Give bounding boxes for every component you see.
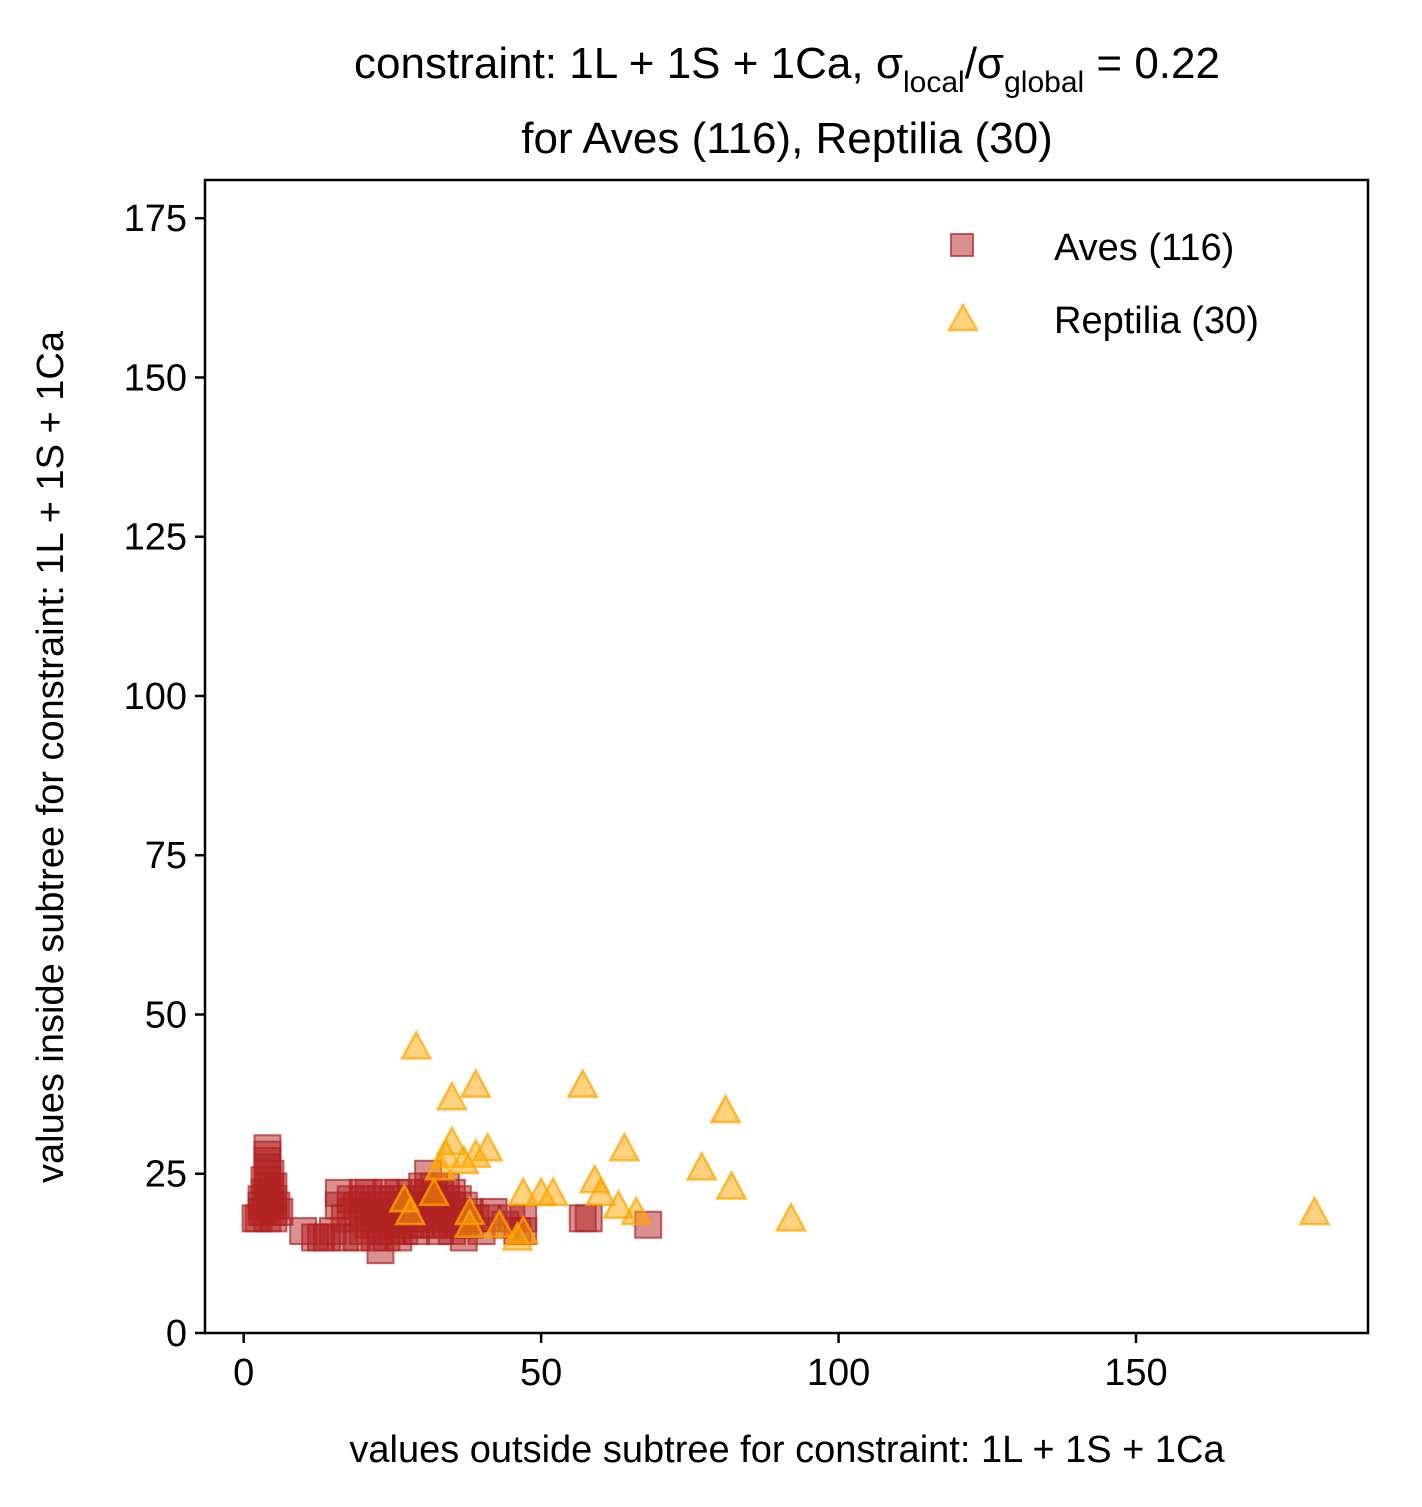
- reptilia-point: [566, 1067, 599, 1098]
- reptilia-point: [584, 1176, 617, 1207]
- aves-point: [574, 1204, 603, 1233]
- aves-point: [265, 1197, 294, 1226]
- reptilia-point: [459, 1067, 492, 1098]
- title-subscript-local: local: [903, 66, 965, 99]
- reptilia-point: [715, 1169, 748, 1200]
- chart-title: constraint: 1L + 1S + 1Ca, σlocal/σgloba…: [354, 39, 1220, 163]
- y-tick-label: 25: [145, 1154, 187, 1196]
- reptilia-point: [608, 1131, 641, 1162]
- title-slash: /σ: [965, 39, 1004, 88]
- y-tick-label: 175: [124, 198, 187, 240]
- reptilia-point: [507, 1214, 540, 1245]
- plot-area: [241, 1029, 1331, 1265]
- legend: Aves (116) Reptilia (30): [946, 227, 1259, 342]
- reptilia-point: [417, 1176, 451, 1207]
- y-tick-label: 100: [124, 676, 187, 718]
- reptilia-point: [685, 1150, 718, 1181]
- aves-point: [253, 1134, 282, 1163]
- reptilia-point: [394, 1195, 427, 1226]
- reptilia-point: [602, 1188, 635, 1219]
- reptilia-point: [1298, 1195, 1331, 1226]
- reptilia-point: [620, 1195, 653, 1226]
- legend-label-aves: Aves (116): [1054, 227, 1234, 269]
- title-line-1: constraint: 1L + 1S + 1Ca, σlocal/σgloba…: [354, 39, 1220, 99]
- legend-marker-aves: [950, 233, 974, 257]
- title-prefix: constraint: 1L + 1S + 1Ca, σ: [354, 39, 903, 88]
- reptilia-point: [435, 1080, 468, 1111]
- x-tick-label: 100: [807, 1352, 870, 1394]
- x-tick-label: 150: [1104, 1352, 1167, 1394]
- reptilia-point: [400, 1029, 433, 1060]
- reptilia-point: [453, 1208, 486, 1238]
- title-suffix: = 0.22: [1084, 39, 1220, 88]
- x-tick-label: 0: [233, 1352, 254, 1394]
- x-tick-label: 50: [520, 1352, 562, 1394]
- reptilia-point: [774, 1201, 808, 1232]
- title-subscript-global: global: [1004, 66, 1084, 99]
- y-tick-label: 150: [124, 357, 187, 399]
- reptilia-point: [471, 1131, 504, 1162]
- y-tick-label: 125: [124, 517, 187, 559]
- title-line-2: for Aves (116), Reptilia (30): [521, 114, 1053, 163]
- legend-marker-reptilia: [946, 302, 980, 332]
- y-tick-label: 0: [166, 1313, 187, 1355]
- y-tick-label: 75: [145, 835, 187, 877]
- y-axis-ticks: 0 25 50 75 100 125 150 175: [124, 198, 205, 1355]
- reptilia-point: [536, 1176, 570, 1207]
- reptilia-point: [483, 1208, 516, 1238]
- reptilia-point: [709, 1093, 742, 1124]
- y-tick-label: 50: [145, 994, 187, 1036]
- x-axis-label: values outside subtree for constraint: 1…: [349, 1429, 1225, 1471]
- x-axis-ticks: 0 50 100 150: [233, 1333, 1168, 1394]
- y-axis-label: values inside subtree for constraint: 1L…: [30, 330, 72, 1183]
- axes-frame: [203, 178, 1370, 1335]
- legend-label-reptilia: Reptilia (30): [1054, 300, 1259, 342]
- reptilia-point: [435, 1125, 468, 1156]
